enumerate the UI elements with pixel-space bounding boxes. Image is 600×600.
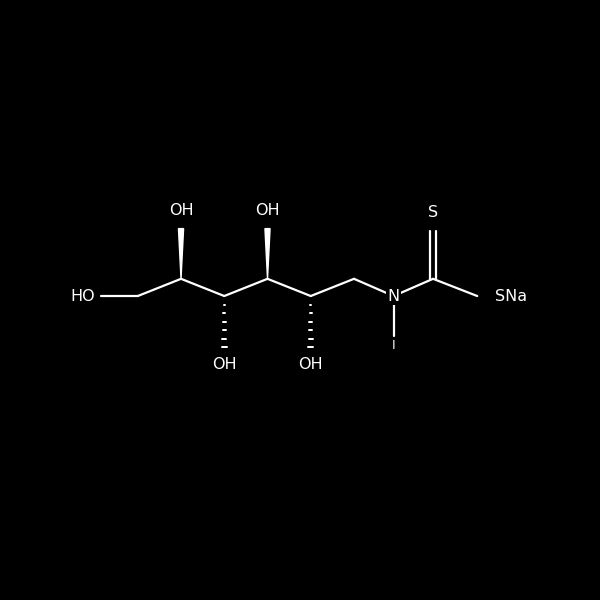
Text: SNa: SNa <box>495 289 527 304</box>
Polygon shape <box>265 229 270 279</box>
Text: OH: OH <box>255 203 280 218</box>
Polygon shape <box>178 229 184 279</box>
Text: OH: OH <box>212 358 236 373</box>
Text: N: N <box>388 289 400 304</box>
Text: I: I <box>392 339 395 352</box>
Text: OH: OH <box>298 358 323 373</box>
Text: S: S <box>428 205 438 220</box>
Text: OH: OH <box>169 203 193 218</box>
Text: HO: HO <box>70 289 95 304</box>
